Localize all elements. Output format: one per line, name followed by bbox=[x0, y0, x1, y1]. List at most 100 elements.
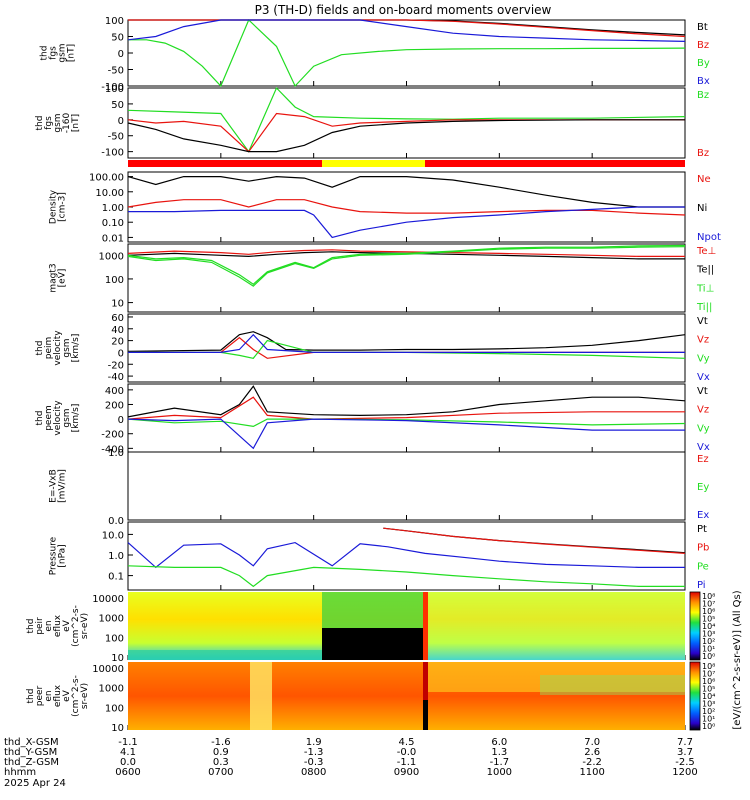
legend-ni: Ni bbox=[697, 203, 707, 214]
series-peem-velocity-vy bbox=[127, 418, 686, 428]
legend-bz: Bz bbox=[697, 148, 709, 159]
colorbar-tick-label: 10² bbox=[702, 637, 715, 646]
panel-ylabel-line: thd bbox=[40, 46, 50, 61]
legend-pt: Pt bbox=[697, 524, 707, 535]
colorbar-tick-label: 10¹ bbox=[702, 715, 715, 724]
y-tick-label: 10 bbox=[111, 723, 124, 734]
panel-ylabel-line: -160 bbox=[62, 113, 72, 134]
legend-ez: Ez bbox=[697, 454, 709, 465]
mode-bar-red-right bbox=[425, 160, 685, 167]
ephemeris-value-x: 6.0 bbox=[491, 737, 507, 748]
panel-frame bbox=[127, 171, 686, 243]
legend-vx: Vx bbox=[697, 372, 710, 383]
series-peim-velocity-vx bbox=[128, 333, 685, 353]
ion-spectrogram bbox=[128, 592, 685, 660]
series-pressure-pt bbox=[383, 527, 686, 554]
panel-ylabel-line: fgs bbox=[44, 116, 54, 130]
panel-efield: E=-VxB [mV/m] 1.0 0.0 Ez Ey Ex bbox=[49, 448, 710, 527]
colorbar-tick-label: 10⁸ bbox=[702, 592, 715, 601]
legend-bt: Bt bbox=[697, 22, 708, 33]
y-tick-label: 60 bbox=[111, 313, 124, 324]
series-pressure-pe bbox=[127, 565, 685, 588]
colorbar-ion bbox=[689, 591, 701, 661]
legend-by: By bbox=[697, 58, 710, 69]
electron-spectrogram-gap bbox=[423, 662, 428, 730]
series-temperature-te bbox=[127, 249, 685, 257]
legend-ex: Ex bbox=[697, 510, 709, 521]
panel-ylabel-line: en bbox=[44, 620, 54, 631]
y-tick-label: -100 bbox=[101, 82, 124, 93]
electron-spectrogram-dark-notch bbox=[423, 700, 428, 730]
mode-bar bbox=[128, 160, 685, 167]
panel-ylabel-line: thd bbox=[35, 116, 45, 131]
ephemeris-value-x: 1.9 bbox=[306, 737, 322, 748]
legend-pe: Pe bbox=[697, 561, 709, 572]
series-temperature-ti bbox=[127, 246, 686, 287]
mode-bar-yellow bbox=[322, 160, 425, 167]
panel-ylabel-line: fgs bbox=[49, 46, 59, 60]
panel-peir-eflux: thd peir en eflux eV (cm^2-s-sr-eV)10000 1000 1… bbox=[26, 594, 133, 664]
y-tick-label: 1.00 bbox=[102, 203, 124, 214]
panel-ylabel-line: sr-eV) bbox=[80, 683, 90, 709]
y-tick-label: 100 bbox=[105, 703, 124, 714]
series-temperature-te bbox=[127, 251, 685, 260]
legend-pi: Pi bbox=[697, 580, 706, 591]
y-tick-label: 100 bbox=[105, 16, 124, 27]
legend-ne: Ne bbox=[697, 174, 711, 185]
ion-spectrogram-low-energy bbox=[128, 650, 322, 660]
colorbar-tick-label: 10⁷ bbox=[702, 600, 715, 609]
ephemeris-value-z: 0.0 bbox=[120, 757, 136, 768]
series-density-npot bbox=[128, 206, 685, 239]
y-tick-label: 40 bbox=[111, 325, 124, 336]
ephemeris-row-label: thd_X-GSM bbox=[4, 737, 59, 748]
electron-spectrogram-green-tint bbox=[540, 675, 685, 695]
series-layer bbox=[127, 18, 686, 588]
series-peem-velocity-vt bbox=[127, 385, 686, 418]
panel-ylabel-line: (cm^2-s- bbox=[71, 675, 81, 717]
ephemeris-value-z: -2.2 bbox=[582, 757, 602, 768]
y-tick-label: 100.00 bbox=[89, 173, 124, 184]
legend-bx: Bx bbox=[697, 76, 710, 87]
y-tick-label: 1.0 bbox=[108, 551, 124, 562]
ion-spectrogram-dark-block bbox=[322, 628, 425, 660]
y-tick-label: 0.01 bbox=[102, 233, 124, 244]
colorbar-tick-label: 10⁴ bbox=[702, 692, 715, 701]
series-peem-velocity-vx bbox=[127, 418, 685, 450]
colorbar-tick-label: 10⁶ bbox=[702, 677, 715, 686]
legend-ti: Ti⊥ bbox=[696, 283, 714, 294]
colorbar-tick-label: 10⁵ bbox=[702, 615, 715, 624]
ephemeris-value-z: -0.3 bbox=[304, 757, 324, 768]
colorbar-tick-label: 10⁰ bbox=[702, 652, 715, 661]
ephemeris-value-x: 4.5 bbox=[399, 737, 415, 748]
figure-title: P3 (TH-D) fields and on-board moments ov… bbox=[255, 3, 552, 17]
legend-vx: Vx bbox=[697, 442, 710, 453]
y-tick-label: 10.00 bbox=[95, 188, 124, 199]
panel-ylabel-line: (cm^2-s- bbox=[71, 605, 81, 647]
ion-spectrogram-gap bbox=[423, 592, 428, 660]
ephemeris-value-y: 1.3 bbox=[491, 747, 507, 758]
y-tick-label: -100 bbox=[101, 148, 124, 159]
colorbar-tick-label: 10⁴ bbox=[702, 622, 715, 631]
electron-spectrogram-bright-column bbox=[250, 662, 272, 730]
series-pressure-pb bbox=[383, 527, 686, 554]
ephemeris-value-y: 4.1 bbox=[120, 747, 136, 758]
colorbar-tick-label: 10⁰ bbox=[702, 722, 715, 731]
panel-ylabel-line: [cm-3] bbox=[58, 192, 68, 222]
y-tick-label: 10.0 bbox=[102, 530, 124, 541]
series-fgs-dsl-black bbox=[127, 119, 685, 153]
y-tick-label: 1.0 bbox=[108, 448, 124, 459]
y-tick-label: 100 bbox=[105, 633, 124, 644]
ephemeris-value-x: -1.1 bbox=[118, 737, 138, 748]
colorbar-unit-label: [eV/(cm^2-s-sr-eV)] (All Qs) bbox=[732, 590, 743, 729]
panel-ylabel-line: gsm bbox=[53, 113, 63, 132]
series-density-ne bbox=[127, 199, 686, 216]
panel-ylabel-line: eV bbox=[62, 619, 72, 632]
y-tick-label: 400 bbox=[105, 386, 124, 397]
ephemeris-value-y: -1.3 bbox=[304, 747, 324, 758]
legend-npot: Npot bbox=[697, 232, 721, 243]
legend-ti: Ti|| bbox=[696, 302, 712, 313]
panel-ylabel-line: gsm bbox=[62, 338, 72, 357]
panel-ylabel-line: gsm bbox=[58, 43, 68, 62]
